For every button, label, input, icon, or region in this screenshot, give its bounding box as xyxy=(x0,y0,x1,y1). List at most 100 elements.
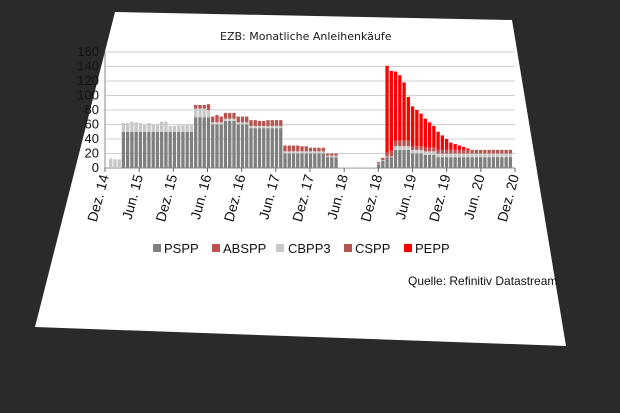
bar-pspp xyxy=(321,153,325,168)
bar-cspp xyxy=(245,116,249,123)
bar-cspp xyxy=(291,145,296,152)
y-tick-label: 120 xyxy=(77,73,99,88)
bar-pspp xyxy=(232,120,236,169)
bar-cbpp3 xyxy=(177,125,181,132)
bar-cbpp3 xyxy=(423,151,428,155)
bar-cspp xyxy=(419,146,423,150)
bar-cbpp3 xyxy=(296,151,300,154)
bar-cbpp3 xyxy=(393,146,398,150)
bar-cspp xyxy=(283,145,287,152)
bar-cbpp3 xyxy=(330,155,334,158)
bar-cspp xyxy=(198,104,202,109)
bar-pepp xyxy=(415,110,419,147)
bar-pspp xyxy=(236,124,240,168)
bar-pspp xyxy=(461,157,466,169)
bar-pspp xyxy=(449,157,453,169)
bar-cspp xyxy=(500,149,504,154)
bar-pepp xyxy=(406,96,410,141)
bar-pspp xyxy=(300,153,304,168)
bar-cspp xyxy=(206,104,211,110)
bar-cspp xyxy=(211,116,215,123)
bar-cbpp3 xyxy=(478,153,483,158)
bar-pspp xyxy=(147,131,151,168)
bar-pspp xyxy=(155,131,160,168)
bar-cspp xyxy=(483,149,487,154)
bars-group xyxy=(109,65,513,169)
bar-cbpp3 xyxy=(410,149,415,154)
bar-cspp xyxy=(436,149,440,154)
bar-cbpp3 xyxy=(121,123,126,132)
bar-pepp xyxy=(436,131,440,150)
bar-cspp xyxy=(313,147,317,152)
bar-cspp xyxy=(466,149,470,154)
y-tick-label: 20 xyxy=(85,146,99,161)
bar-cbpp3 xyxy=(194,108,198,118)
bar-cspp xyxy=(491,149,496,154)
bar-pspp xyxy=(160,131,164,168)
bar-cbpp3 xyxy=(223,118,228,121)
bar-cbpp3 xyxy=(449,153,453,158)
bar-cbpp3 xyxy=(483,153,487,158)
y-tick-label: 40 xyxy=(85,131,99,146)
bar-pspp xyxy=(470,157,474,169)
bar-pspp xyxy=(194,117,198,168)
bar-pspp xyxy=(253,128,257,169)
bar-cbpp3 xyxy=(172,125,177,132)
bar-pspp xyxy=(283,153,287,168)
bar-cspp xyxy=(223,112,228,119)
bar-cspp xyxy=(508,149,513,154)
bar-pspp xyxy=(202,117,206,168)
bar-cspp xyxy=(262,120,266,126)
bar-cspp xyxy=(287,145,291,152)
bar-cbpp3 xyxy=(266,125,270,129)
bar-cspp xyxy=(325,153,330,156)
bar-cspp xyxy=(389,150,393,157)
bar-cbpp3 xyxy=(321,151,325,154)
bar-cbpp3 xyxy=(308,151,313,154)
bar-cbpp3 xyxy=(253,125,257,129)
bar-cspp xyxy=(470,149,474,154)
bar-pepp xyxy=(419,113,423,147)
bar-cspp xyxy=(257,120,262,126)
bar-cspp xyxy=(444,149,449,154)
bar-cspp xyxy=(236,116,240,123)
bar-pspp xyxy=(483,157,487,169)
bar-cbpp3 xyxy=(189,124,194,132)
bar-cbpp3 xyxy=(376,163,381,165)
bar-pspp xyxy=(198,117,202,168)
bar-cspp xyxy=(202,104,206,109)
bar-cbpp3 xyxy=(355,167,359,168)
bar-cbpp3 xyxy=(495,153,500,158)
bar-pspp xyxy=(168,131,172,168)
bar-cspp xyxy=(215,115,219,123)
bar-cspp xyxy=(440,149,445,154)
bar-cspp xyxy=(487,149,491,154)
bar-cspp xyxy=(194,104,198,109)
bar-cbpp3 xyxy=(419,149,423,154)
bar-cbpp3 xyxy=(364,167,368,168)
bar-cbpp3 xyxy=(342,167,347,168)
bar-pspp xyxy=(279,128,283,169)
legend: PSPP ABSPP CBPP3 CSPP PEPP xyxy=(153,241,450,256)
bar-cbpp3 xyxy=(402,146,406,150)
bar-cbpp3 xyxy=(385,156,389,158)
bar-cspp xyxy=(474,149,479,154)
legend-label-cspp: CSPP xyxy=(355,241,390,256)
bar-pepp xyxy=(398,75,402,141)
bar-pspp xyxy=(211,124,215,168)
bar-cbpp3 xyxy=(249,125,253,129)
bar-pspp xyxy=(491,157,496,169)
bar-cbpp3 xyxy=(491,153,496,158)
bar-cbpp3 xyxy=(398,146,402,150)
bar-pspp xyxy=(389,157,393,169)
bar-cbpp3 xyxy=(168,125,172,132)
bar-pspp xyxy=(215,124,219,168)
bar-pspp xyxy=(504,157,508,169)
bar-pspp xyxy=(270,128,274,169)
bar-cbpp3 xyxy=(300,151,304,154)
y-tick-label: 60 xyxy=(85,117,99,132)
bar-cspp xyxy=(334,153,338,156)
bar-cbpp3 xyxy=(436,153,440,158)
bar-cbpp3 xyxy=(304,151,308,154)
